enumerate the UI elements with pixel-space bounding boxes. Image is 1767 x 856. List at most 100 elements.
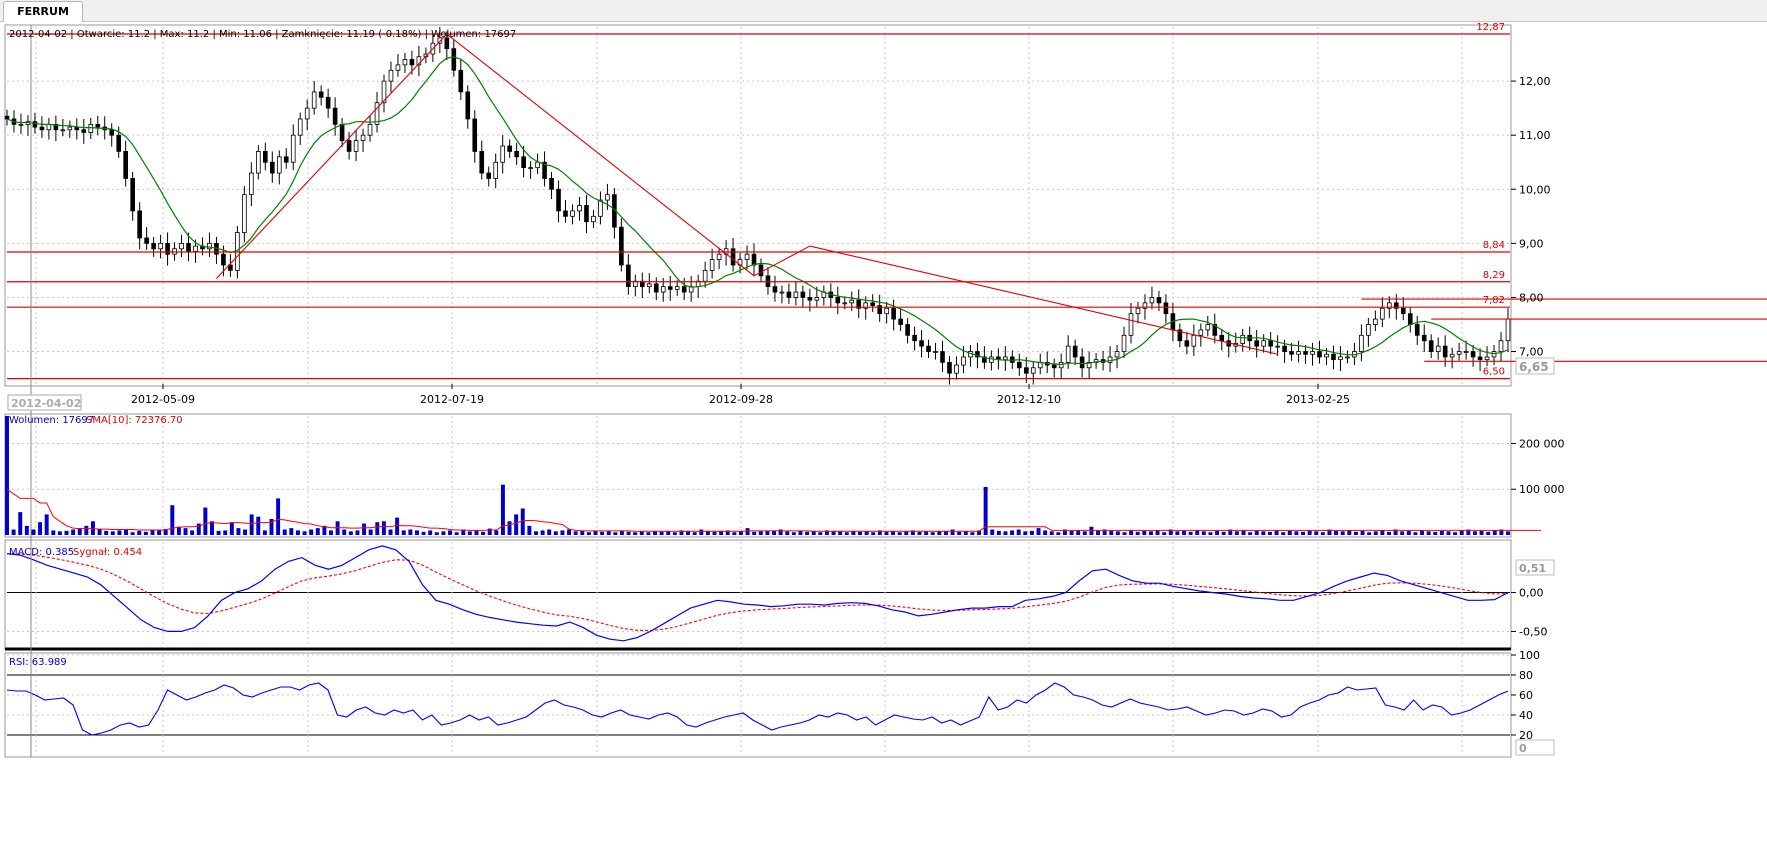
candle-body xyxy=(1177,329,1183,342)
volume-bar xyxy=(1096,530,1101,535)
price-y-tick-label-0: 12,00 xyxy=(1519,75,1551,88)
candle-body xyxy=(123,151,128,179)
candle-body xyxy=(989,356,994,363)
volume-bar xyxy=(646,532,651,535)
candle-body xyxy=(535,161,540,169)
volume-bar xyxy=(1459,530,1464,535)
candle-body xyxy=(346,140,352,152)
volume-bar xyxy=(302,531,307,535)
volume-bar xyxy=(18,512,23,535)
macd-line xyxy=(6,545,1509,642)
volume-bar xyxy=(738,531,743,535)
candle-body xyxy=(1442,345,1448,358)
candle-body xyxy=(1470,351,1476,358)
volume-bar xyxy=(626,531,631,535)
volume-bar xyxy=(910,530,915,535)
candle-body xyxy=(67,126,73,131)
candle-body xyxy=(653,283,659,293)
volume-bar xyxy=(38,522,43,535)
candle-body xyxy=(472,118,478,152)
volume-bar xyxy=(262,530,267,535)
candle-body xyxy=(500,145,505,163)
volume-bar xyxy=(1479,530,1484,535)
volume-bar xyxy=(342,529,347,535)
volume-bar xyxy=(1062,529,1067,535)
volume-bar xyxy=(1016,529,1021,535)
macd-panel-frame xyxy=(4,539,1512,650)
volume-bar xyxy=(805,531,810,535)
candle-body xyxy=(814,297,820,301)
volume-bar xyxy=(606,531,611,535)
volume-bar xyxy=(957,531,962,535)
volume-bar xyxy=(666,531,671,535)
candle-body xyxy=(137,210,142,239)
volume-bar xyxy=(791,532,796,535)
volume-bar xyxy=(778,529,783,535)
volume-bar xyxy=(1314,531,1319,535)
volume-bar xyxy=(1492,530,1497,535)
volume-bar xyxy=(891,530,896,535)
volume-bar xyxy=(1029,530,1034,535)
candle-body xyxy=(1163,302,1169,315)
candle-body xyxy=(1030,367,1036,374)
volume-y-tick-label-1: 100 000 xyxy=(1519,483,1565,496)
volume-bar xyxy=(1082,531,1087,535)
volume-bar xyxy=(752,531,757,535)
volume-bar xyxy=(1353,531,1358,535)
candle-body xyxy=(674,286,680,290)
candle-body xyxy=(1338,356,1343,361)
candle-body xyxy=(605,194,610,201)
candle-body xyxy=(1456,351,1462,355)
volume-bar xyxy=(269,518,274,535)
macd-last: 0,51 xyxy=(1519,562,1546,575)
candle-body xyxy=(1191,334,1197,347)
candle-body xyxy=(626,264,631,288)
volume-bar xyxy=(507,521,512,535)
stock-chart[interactable]: 12,87 8,84 8,29 7,82 6,50 2012-05-09 2012-07-… xyxy=(0,21,1767,856)
candle-body xyxy=(549,178,554,190)
volume-bar xyxy=(236,528,241,535)
volume-bar xyxy=(1301,531,1305,535)
candle-body xyxy=(1296,351,1301,355)
candle-body xyxy=(884,307,889,315)
volume-bar xyxy=(104,530,109,535)
x-tick-label-4: 2013-02-25 xyxy=(1286,393,1350,406)
volume-bar xyxy=(831,530,836,535)
candle-body xyxy=(297,118,303,136)
price-moving-average xyxy=(6,56,1509,366)
candle-body xyxy=(1149,297,1155,304)
volume-bar xyxy=(1373,531,1378,535)
volume-bar xyxy=(560,530,565,535)
volume-bars xyxy=(5,416,1542,535)
level-label-2: 8,29 xyxy=(1483,270,1505,281)
tab-ferrum[interactable]: FERRUM xyxy=(3,1,83,22)
candle-body xyxy=(863,302,869,309)
volume-y-tick-label-0: 200 000 xyxy=(1519,437,1565,450)
candle-body xyxy=(1282,345,1287,352)
volume-bar xyxy=(24,525,29,535)
candle-body xyxy=(947,361,952,374)
candle-body xyxy=(165,242,170,255)
candle-body xyxy=(1289,351,1294,355)
volume-bar xyxy=(57,531,62,535)
volume-bar xyxy=(785,531,790,535)
volume-bar xyxy=(540,530,545,535)
volume-bar xyxy=(1208,532,1213,535)
candle-body xyxy=(877,305,882,315)
volume-bar xyxy=(256,516,261,535)
cursor-date: 2012-04-02 xyxy=(11,397,81,410)
volume-bar xyxy=(362,523,367,535)
volume-bar xyxy=(553,531,558,535)
volume-bar xyxy=(322,525,327,535)
volume-bar xyxy=(686,531,691,535)
rsi-y-tick-label-1: 80 xyxy=(1519,669,1533,682)
volume-bar xyxy=(1036,528,1041,535)
candle-body xyxy=(1393,302,1399,309)
volume-bar xyxy=(1393,529,1398,535)
candle-body xyxy=(912,334,917,342)
volume-bar xyxy=(289,528,294,535)
volume-bar xyxy=(315,528,320,535)
candle-body xyxy=(667,286,673,290)
candle-body xyxy=(339,123,345,141)
volume-bar xyxy=(1010,530,1015,535)
